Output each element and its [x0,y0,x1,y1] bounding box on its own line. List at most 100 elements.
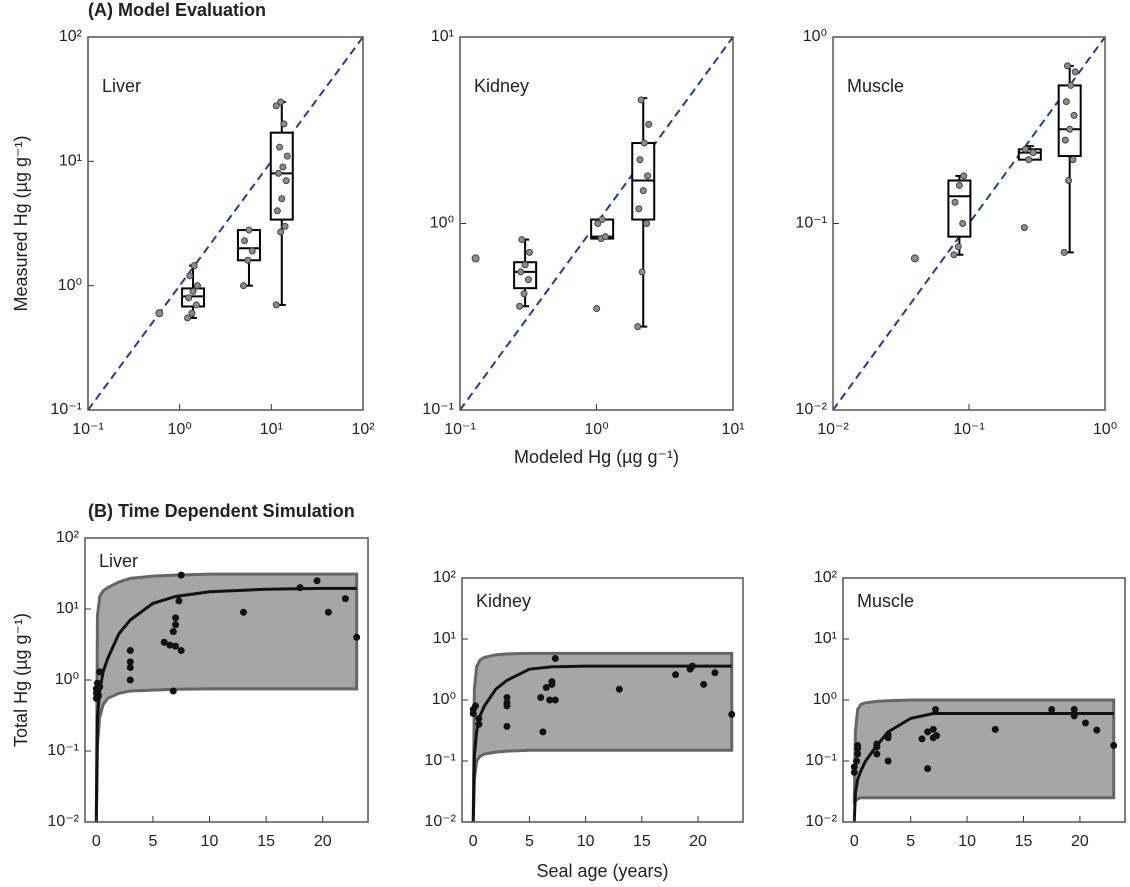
point [960,172,968,180]
observation [1070,705,1078,713]
x-tick-label: 20 [1071,833,1089,850]
point [959,220,967,227]
observation [924,765,932,773]
x-tick-label: 0 [850,833,859,850]
axes-frame [842,577,1126,823]
point [282,177,290,185]
section-title: (B) Time Dependent Simulation [88,501,355,521]
point [1066,125,1074,133]
x-tick-label: 15 [1015,833,1033,850]
panel-label: Kidney [474,76,529,96]
observation [711,669,719,677]
observation [728,710,736,718]
x-tick-label: 10² [351,421,375,438]
panel-label: Muscle [857,591,914,611]
observation [1082,719,1090,727]
observation [341,595,349,603]
x-tick-label: 10⁰ [1093,421,1117,438]
observation [537,693,545,701]
x-tick-label: 20 [314,833,332,850]
observation [854,741,862,749]
y-tick-label: 10⁻² [805,813,837,830]
observation [615,685,623,693]
observation [672,671,680,679]
y-tick-label: 10¹ [56,600,79,617]
point [516,302,524,310]
x-tick-label: 5 [525,833,534,850]
x-tick-label: 0 [92,833,101,850]
observation [172,621,180,629]
observation [503,693,511,701]
point [272,301,280,309]
point [1063,62,1071,70]
model-line [471,664,732,822]
observation [126,658,134,666]
point [283,152,291,160]
panel-label: Liver [102,76,141,96]
y-axis-label: Total Hg (µg g⁻¹) [11,613,31,747]
axes-frame [84,537,369,823]
plot-area [850,698,1118,822]
observation [854,750,862,758]
x-tick-label: 15 [257,833,275,850]
x-tick-label: 10⁻² [817,421,849,438]
x-axis-label: Modeled Hg (µg g⁻¹) [514,447,679,467]
point [239,282,247,290]
observation [160,638,168,646]
x-tick-label: 15 [633,833,651,850]
point [951,198,959,206]
y-tick-label: 10¹ [433,630,456,647]
observation [1093,726,1101,734]
y-tick-label: 10⁻¹ [422,401,454,418]
observation [166,641,174,649]
observation [688,662,696,670]
point [1029,149,1037,157]
observation [169,628,177,636]
point [190,262,198,270]
y-tick-label: 10⁻² [424,813,456,830]
point [637,96,645,104]
plot-area [460,37,733,410]
observation [126,676,134,684]
y-tick-label: 10⁰ [55,671,79,688]
point [644,172,652,180]
observation [126,663,134,671]
point [184,314,192,322]
x-tick-label: 10⁻¹ [444,421,476,438]
y-tick-label: 10⁻¹ [424,752,456,769]
point [471,254,480,263]
observation [931,705,939,713]
y-tick-label: 10⁰ [430,215,454,232]
observation [850,763,858,771]
point [524,276,532,284]
axes-frame [461,577,744,823]
x-tick-label: 10⁻¹ [72,421,104,438]
observation [169,687,177,695]
y-tick-label: 10⁻¹ [805,752,837,769]
x-tick-label: 10¹ [721,421,744,438]
point [281,222,289,230]
x-tick-label: 10 [958,833,976,850]
panel-label: Liver [99,551,138,571]
point [277,98,285,106]
y-tick-label: 10² [433,569,457,586]
y-axis-label: Measured Hg (µg g⁻¹) [11,136,31,312]
observation [475,714,483,722]
plot-area [88,37,363,410]
point [520,290,528,298]
x-tick-label: 5 [906,833,915,850]
observation [924,728,932,736]
uncertainty-band [94,572,359,822]
y-tick-label: 10⁻¹ [47,742,79,759]
point [521,261,529,269]
box [236,229,261,262]
point [1065,177,1073,185]
x-tick-label: 20 [689,833,707,850]
point [1025,156,1033,164]
y-tick-label: 10⁰ [803,28,827,45]
observation [933,732,941,740]
observation [929,725,937,733]
x-tick-label: 10 [577,833,595,850]
axes-frame [832,36,1106,411]
